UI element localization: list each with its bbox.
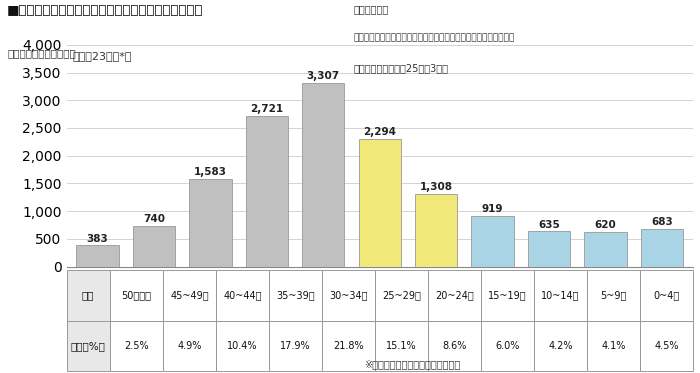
- Bar: [76, 245, 119, 267]
- Bar: [528, 232, 570, 267]
- Text: 45~49年: 45~49年: [170, 291, 209, 301]
- Text: 919: 919: [482, 204, 503, 214]
- Text: 2,721: 2,721: [251, 104, 284, 114]
- Text: 30~34年: 30~34年: [329, 291, 368, 301]
- Text: 25~29年: 25~29年: [382, 291, 421, 301]
- Text: ※岩手県、宮城県、福峳県を除く。: ※岩手県、宮城県、福峳県を除く。: [364, 359, 461, 369]
- Text: 20~24年: 20~24年: [435, 291, 474, 301]
- Text: 経年: 経年: [82, 291, 94, 301]
- Bar: [415, 194, 457, 267]
- Text: 4.5%: 4.5%: [654, 341, 679, 351]
- Text: 620: 620: [594, 220, 617, 231]
- Text: （文部科学省　平成25年㌂3月）: （文部科学省 平成25年㌂3月）: [354, 63, 449, 73]
- Bar: [358, 140, 401, 267]
- Text: ■公立小中学校非木造建物の経年別保有面積＜全国＞: ■公立小中学校非木造建物の経年別保有面積＜全国＞: [7, 4, 204, 17]
- Text: 3,307: 3,307: [307, 71, 340, 81]
- Bar: [189, 179, 232, 267]
- Bar: [640, 229, 683, 267]
- Text: 635: 635: [538, 220, 560, 229]
- Text: 2.5%: 2.5%: [124, 341, 148, 351]
- Bar: [133, 226, 175, 267]
- Text: 10~14年: 10~14年: [541, 291, 580, 301]
- Text: 1,583: 1,583: [194, 167, 227, 177]
- Text: 683: 683: [651, 217, 673, 227]
- Text: 35~39年: 35~39年: [276, 291, 315, 301]
- Text: 21.8%: 21.8%: [333, 341, 364, 351]
- Text: 割合（%）: 割合（%）: [71, 341, 106, 351]
- Text: 15.1%: 15.1%: [386, 341, 416, 351]
- Text: 383: 383: [87, 233, 108, 244]
- Text: 『学校施設の老朴化対策について～学校施設の長对命化の推進～』: 『学校施設の老朴化対策について～学校施設の長对命化の推進～』: [354, 34, 514, 43]
- Text: 40~44年: 40~44年: [223, 291, 262, 301]
- Text: （平成23年度*）: （平成23年度*）: [73, 51, 132, 62]
- Text: 2,294: 2,294: [363, 128, 396, 138]
- Text: 50年以上: 50年以上: [121, 291, 151, 301]
- Text: 10.4%: 10.4%: [228, 341, 258, 351]
- Bar: [302, 83, 344, 267]
- Text: 4.2%: 4.2%: [548, 341, 573, 351]
- Text: 4.1%: 4.1%: [601, 341, 626, 351]
- Text: 4.9%: 4.9%: [177, 341, 202, 351]
- Bar: [584, 232, 626, 267]
- Text: ＜参考文献＞: ＜参考文献＞: [354, 4, 388, 14]
- Text: 8.6%: 8.6%: [442, 341, 467, 351]
- Text: 0~4年: 0~4年: [653, 291, 680, 301]
- Text: 5~9年: 5~9年: [601, 291, 626, 301]
- Text: 6.0%: 6.0%: [496, 341, 519, 351]
- Bar: [246, 116, 288, 267]
- Text: 1,308: 1,308: [420, 182, 453, 192]
- Text: 保有面積（単位：万㎡）: 保有面積（単位：万㎡）: [7, 48, 76, 59]
- Text: 740: 740: [143, 214, 165, 224]
- Text: 17.9%: 17.9%: [280, 341, 311, 351]
- Bar: [472, 216, 514, 267]
- Text: 15~19年: 15~19年: [488, 291, 527, 301]
